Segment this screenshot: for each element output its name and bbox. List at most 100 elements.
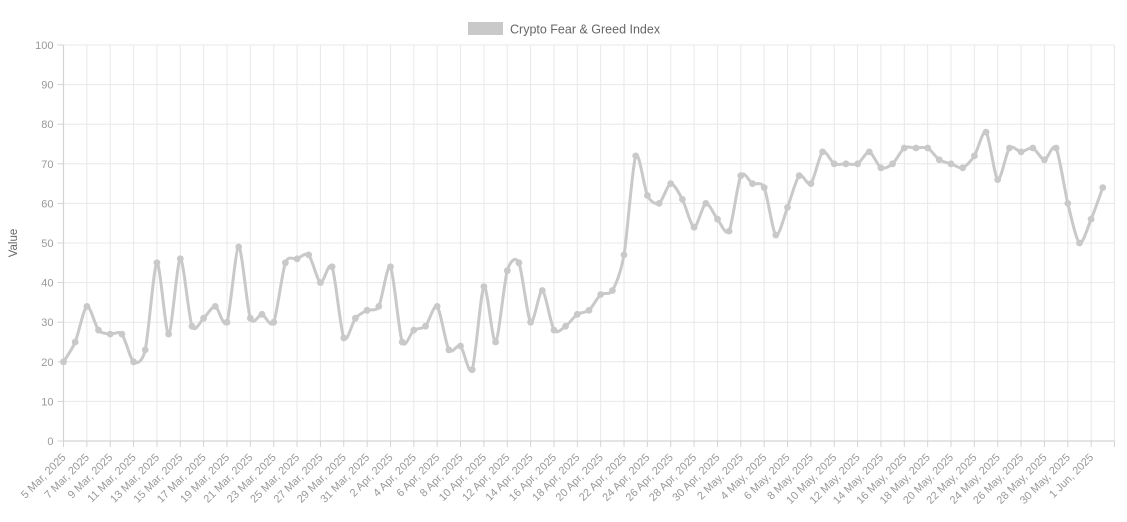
data-point: [889, 160, 896, 168]
data-point: [714, 215, 721, 223]
data-point: [900, 144, 908, 152]
data-point: [562, 322, 569, 330]
data-point: [971, 152, 978, 160]
data-point: [282, 259, 289, 267]
data-point: [644, 192, 651, 199]
data-point: [854, 160, 861, 168]
data-point: [830, 160, 838, 168]
data-point: [118, 330, 126, 338]
data-point: [527, 318, 534, 326]
data-point: [959, 164, 967, 172]
data-point: [1006, 144, 1013, 152]
data-point: [165, 330, 173, 338]
data-point: [924, 144, 932, 152]
data-point: [784, 204, 791, 211]
data-point: [1076, 239, 1083, 247]
data-point: [468, 366, 476, 374]
data-point: [176, 255, 184, 263]
data-point: [433, 303, 441, 310]
y-tick-label: 80: [41, 119, 53, 131]
data-point: [270, 318, 278, 326]
y-axis-title: Value: [8, 229, 20, 258]
data-point: [807, 180, 815, 188]
data-point: [667, 180, 675, 188]
data-point: [842, 160, 850, 168]
data-point: [935, 156, 943, 164]
y-tick-label: 30: [41, 317, 53, 329]
data-point: [1041, 156, 1048, 164]
data-point: [573, 310, 581, 318]
data-point: [375, 303, 383, 310]
data-point: [83, 303, 91, 310]
axes: [57, 44, 1115, 447]
data-point: [387, 263, 394, 271]
data-point: [1064, 200, 1072, 207]
y-tick-label: 100: [35, 40, 53, 52]
y-tick-label: 10: [41, 396, 53, 408]
y-tick-label: 40: [41, 278, 53, 290]
data-point: [538, 287, 546, 294]
y-tick-label: 90: [41, 80, 53, 92]
data-point: [445, 346, 453, 354]
data-point: [305, 251, 313, 259]
data-point: [246, 314, 254, 322]
data-point: [60, 358, 67, 366]
legend[interactable]: Crypto Fear & Greed Index: [468, 22, 661, 37]
data-point: [200, 314, 208, 322]
data-point: [457, 342, 464, 350]
data-point: [982, 128, 990, 136]
data-point: [994, 176, 1002, 184]
series-line: [62, 130, 1105, 373]
y-tick-label: 60: [41, 198, 53, 210]
data-point: [515, 259, 523, 267]
data-point: [106, 330, 114, 338]
data-point: [410, 326, 418, 334]
data-point: [632, 152, 640, 160]
data-point: [597, 291, 605, 298]
legend-label[interactable]: Crypto Fear & Greed Index: [510, 23, 661, 37]
data-point: [679, 196, 686, 203]
data-point: [725, 227, 733, 235]
data-point: [480, 283, 488, 290]
data-point: [340, 334, 348, 342]
data-point: [352, 314, 359, 322]
data-point: [223, 318, 231, 326]
data-point: [912, 144, 920, 152]
data-point: [492, 338, 499, 346]
data-point: [328, 263, 336, 271]
data-point: [760, 184, 768, 192]
data-point: [71, 338, 79, 346]
data-point: [503, 267, 511, 275]
data-point: [772, 231, 780, 239]
data-point: [1052, 144, 1060, 152]
y-tick-label: 20: [41, 357, 53, 369]
data-point: [95, 326, 102, 334]
gridlines: [63, 44, 1115, 442]
data-point: [153, 259, 161, 267]
data-point: [550, 326, 558, 334]
data-point: [877, 164, 885, 172]
data-point: [585, 306, 593, 314]
data-point: [947, 160, 955, 168]
data-point: [749, 180, 756, 188]
y-tick-label: 50: [41, 238, 53, 250]
data-point: [702, 200, 710, 207]
legend-swatch-icon[interactable]: [468, 22, 503, 35]
data-point: [293, 255, 301, 263]
data-point: [211, 303, 219, 310]
y-tick-label: 0: [47, 436, 53, 448]
series: [60, 128, 1107, 374]
data-point: [737, 172, 745, 180]
data-point: [188, 322, 196, 330]
data-point: [690, 223, 698, 231]
data-point: [1087, 215, 1095, 223]
data-point: [819, 148, 826, 156]
data-point: [130, 358, 138, 366]
data-point: [235, 243, 243, 251]
data-point: [422, 322, 429, 330]
data-point: [141, 346, 149, 354]
data-point: [363, 306, 371, 314]
data-point: [620, 251, 628, 259]
